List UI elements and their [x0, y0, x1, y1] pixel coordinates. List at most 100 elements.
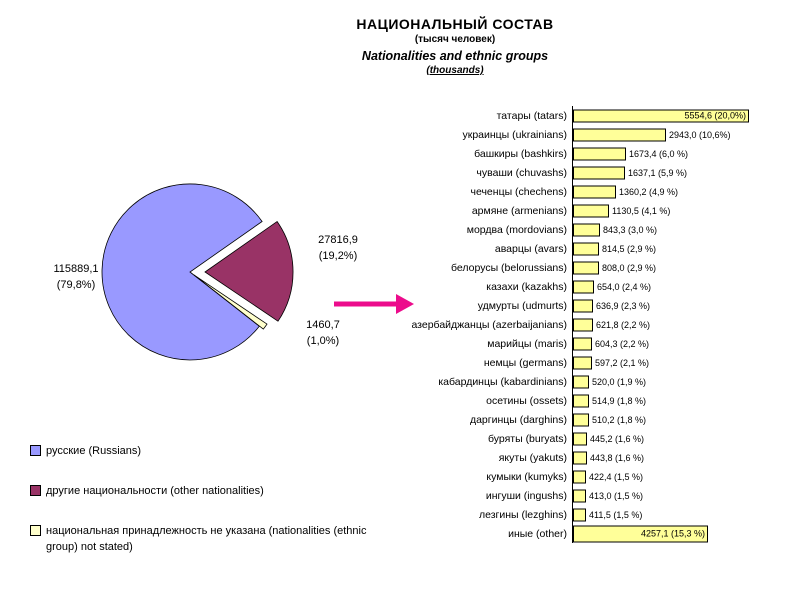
bar-value-label: 5554,6 (20,0%) [684, 110, 746, 121]
bar-area: 814,5 (2,9 %) [572, 239, 778, 258]
bar-category-label: буряты (buryats) [487, 432, 567, 445]
bar-category-label: кумыки (kumyks) [486, 470, 567, 483]
bar [573, 375, 589, 388]
bar-row: мордва (mordovians) 843,3 (3,0 %) [392, 220, 782, 239]
bar-value-label: 443,8 (1,6 %) [590, 452, 645, 463]
bar [573, 185, 616, 198]
bar [573, 508, 586, 521]
bar-area: 604,3 (2,2 %) [572, 334, 778, 353]
legend-swatch-others-icon [30, 484, 41, 496]
bar-category-label: иные (other) [508, 527, 567, 540]
bar-area: 636,9 (2,3 %) [572, 296, 778, 315]
bar-value-label: 604,3 (2,2 %) [595, 338, 650, 349]
bar-row: удмурты (udmurts) 636,9 (2,3 %) [392, 296, 782, 315]
bar-value-label: 636,9 (2,3 %) [596, 300, 651, 311]
bar-category-label: удмурты (udmurts) [477, 299, 567, 312]
bar-row: башкиры (bashkirs) 1673,4 (6,0 %) [392, 144, 782, 163]
bar-area: 843,3 (3,0 %) [572, 220, 778, 239]
bar-value-label: 445,2 (1,6 %) [590, 433, 645, 444]
bar-row: якуты (yakuts) 443,8 (1,6 %) [392, 448, 782, 467]
pie-label-russians-value: 115889,1 [53, 263, 99, 275]
pie-slice-other-nationalities [204, 220, 294, 322]
pie-label-russians: 115889,1 (79,8%) [20, 262, 132, 294]
legend-swatch-notstated-icon [30, 524, 41, 536]
bar-row: аварцы (avars) 814,5 (2,9 %) [392, 239, 782, 258]
bar-row: армяне (armenians) 1130,5 (4,1 %) [392, 201, 782, 220]
bar: 4257,1 (15,3 %) [573, 525, 708, 542]
bar [573, 451, 587, 464]
bar-value-label: 808,0 (2,9 %) [602, 262, 657, 273]
bar [573, 128, 666, 141]
bar-category-label: кабардинцы (kabardinians) [438, 375, 567, 388]
bar-row: чеченцы (chechens) 1360,2 (4,9 %) [392, 182, 782, 201]
bar-category-label: ингуши (ingushs) [485, 489, 567, 502]
bar-value-label: 654,0 (2,4 %) [597, 281, 652, 292]
bar-row: буряты (buryats) 445,2 (1,6 %) [392, 429, 782, 448]
bar [573, 432, 587, 445]
bar-row: лезгины (lezghins) 411,5 (1,5 %) [392, 505, 782, 524]
bar-value-label: 422,4 (1,5 %) [589, 471, 644, 482]
bar-area: 411,5 (1,5 %) [572, 505, 778, 524]
bar-row: украинцы (ukrainians) 2943,0 (10,6%) [392, 125, 782, 144]
legend-label-notstated: национальная принадлежность не указана (… [46, 524, 367, 553]
pie-label-notstated-pct: (1,0%) [306, 334, 340, 347]
bar-row: кабардинцы (kabardinians) 520,0 (1,9 %) [392, 372, 782, 391]
bar-value-label: 621,8 (2,2 %) [596, 319, 651, 330]
bar [573, 318, 593, 331]
bar-value-label: 597,2 (2,1 %) [595, 357, 650, 368]
pie-slice-not-stated [193, 274, 268, 330]
bar-row: чуваши (chuvashs) 1637,1 (5,9 %) [392, 163, 782, 182]
bar-area: 2943,0 (10,6%) [572, 125, 778, 144]
bar-category-label: осетины (ossets) [486, 394, 567, 407]
bar-area: 520,0 (1,9 %) [572, 372, 778, 391]
legend-label-others: другие национальности (other nationaliti… [46, 484, 264, 497]
bar-row: азербайджанцы (azerbaijanians) 621,8 (2,2… [392, 315, 782, 334]
bar-category-label: чеченцы (chechens) [470, 185, 568, 198]
legend-item-not-stated: национальная принадлежность не указана (… [30, 524, 390, 556]
bar [573, 470, 586, 483]
bar [573, 261, 599, 274]
bar-value-label: 4257,1 (15,3 %) [640, 528, 705, 539]
bar-value-label: 2943,0 (10,6%) [669, 129, 731, 140]
bar-row: татары (tatars) 5554,6 (20,0%) [392, 106, 782, 125]
bar-value-label: 514,9 (1,8 %) [592, 395, 647, 406]
bar [573, 413, 589, 426]
bar-value-label: 520,0 (1,9 %) [592, 376, 647, 387]
legend-label-russians: русские (Russians) [46, 445, 142, 457]
bar-chart: татары (tatars) 5554,6 (20,0%) украинцы (u… [392, 106, 782, 543]
bar-value-label: 413,0 (1,5 %) [589, 490, 644, 501]
bar-value-label: 1130,5 (4,1 %) [612, 205, 671, 216]
bar [573, 242, 599, 255]
bar-row: иные (other) 4257,1 (15,3 %) [392, 524, 782, 543]
bar-row: кумыки (kumyks) 422,4 (1,5 %) [392, 467, 782, 486]
bar-category-label: татары (tatars) [496, 109, 567, 122]
bar-value-label: 1673,4 (6,0 %) [629, 148, 689, 159]
bar-area: 654,0 (2,4 %) [572, 277, 778, 296]
title-english: Nationalities and ethnic groups [361, 49, 549, 63]
bar-row: ингуши (ingushs) 413,0 (1,5 %) [392, 486, 782, 505]
bar-area: 514,9 (1,8 %) [572, 391, 778, 410]
bar [573, 147, 626, 160]
bar [573, 280, 594, 293]
bar [573, 299, 593, 312]
title-english-subtitle: (thousands) [426, 65, 484, 76]
arrow-head [396, 294, 414, 314]
legend-item-russians: русские (Russians) [30, 444, 390, 460]
pie-label-notstated-value: 1460,7 [306, 319, 340, 331]
legend-item-other-nationalities: другие национальности (other nationaliti… [30, 484, 390, 500]
bar [573, 204, 609, 217]
bar-area: 1673,4 (6,0 %) [572, 144, 778, 163]
bar-area: 1637,1 (5,9 %) [572, 163, 778, 182]
bar [573, 394, 589, 407]
bar-category-label: чуваши (chuvashs) [476, 166, 567, 179]
bar-area: 510,2 (1,8 %) [572, 410, 778, 429]
bar-category-label: казахи (kazakhs) [486, 280, 567, 293]
pie-chart [101, 183, 294, 361]
bar-rows: татары (tatars) 5554,6 (20,0%) украинцы (u… [392, 106, 782, 543]
pie-slice-russians [101, 183, 263, 361]
bar [573, 356, 592, 369]
bar-area: 1360,2 (4,9 %) [572, 182, 778, 201]
bar-area: 808,0 (2,9 %) [572, 258, 778, 277]
bar-value-label: 1360,2 (4,9 %) [619, 186, 679, 197]
bar-area: 621,8 (2,2 %) [572, 315, 778, 334]
